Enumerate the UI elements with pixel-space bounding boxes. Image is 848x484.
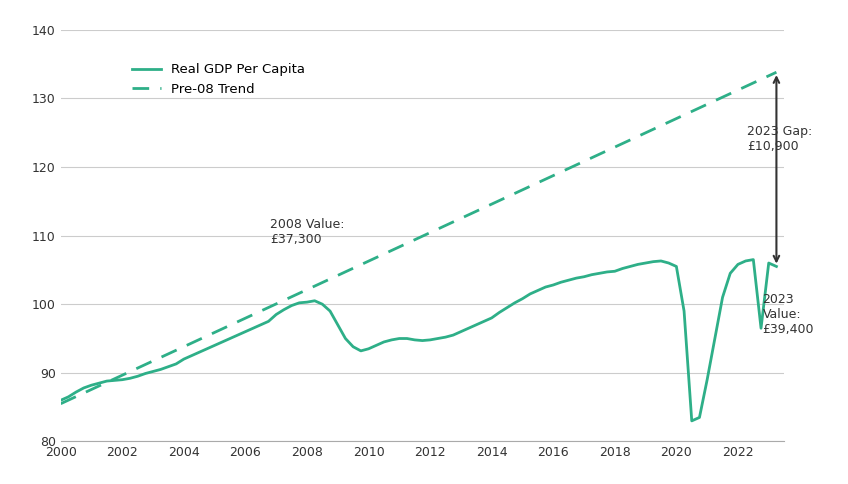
Text: 2023 Gap:
£10,900: 2023 Gap: £10,900 bbox=[747, 125, 812, 153]
Legend: Real GDP Per Capita, Pre-08 Trend: Real GDP Per Capita, Pre-08 Trend bbox=[126, 57, 312, 103]
Text: 2008 Value:
£37,300: 2008 Value: £37,300 bbox=[270, 218, 344, 246]
Text: 2023
Value:
£39,400: 2023 Value: £39,400 bbox=[762, 293, 814, 336]
